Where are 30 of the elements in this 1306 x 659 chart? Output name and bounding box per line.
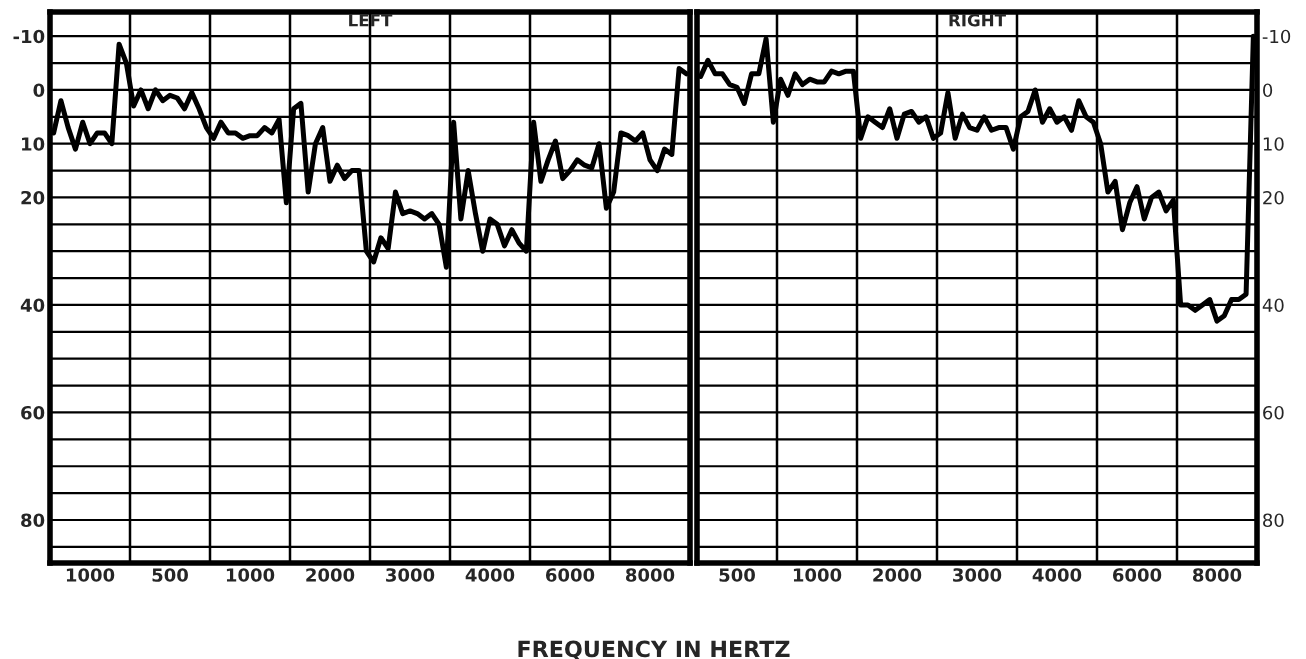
y-tick-label: 20 [21,190,45,205]
y-tick-label: -10 [13,29,45,44]
y-tick-label: 10 [22,137,45,151]
y-tick-label: -10 [1262,29,1291,44]
x-tick-label: 3000 [386,568,435,582]
x-tick-label: 500 [152,568,188,582]
x-tick-label: 2000 [873,568,922,582]
x-tick-label: 1000 [793,568,842,582]
y-tick-label: 40 [1262,298,1284,313]
x-tick-label: 2000 [306,568,355,582]
x-tick-label: 8000 [1192,568,1242,582]
y-tick-label: 10 [1263,137,1284,151]
y-tick-label: 20 [1263,190,1284,205]
x-tick-label: 8000 [625,568,675,582]
x-tick-label: 1000 [66,568,115,582]
y-tick-label: 0 [1263,83,1273,98]
x-tick-label: 6000 [545,568,595,582]
y-tick-label: 60 [21,405,45,420]
y-tick-label: 60 [1263,405,1284,420]
x-tick-label: 6000 [1112,568,1162,582]
chart-title: RIGHT [949,13,1006,27]
y-tick-label: 80 [21,513,45,528]
y-tick-label: 40 [20,298,45,313]
x-tick-label: 4000 [1032,568,1082,582]
x-tick-label: 3000 [953,568,1002,582]
x-tick-label: 500 [719,568,755,582]
x-tick-label: 1000 [226,568,275,582]
x-tick-label: 4000 [465,568,515,582]
y-tick-label: 0 [33,83,45,98]
y-tick-label: 80 [1263,513,1284,528]
